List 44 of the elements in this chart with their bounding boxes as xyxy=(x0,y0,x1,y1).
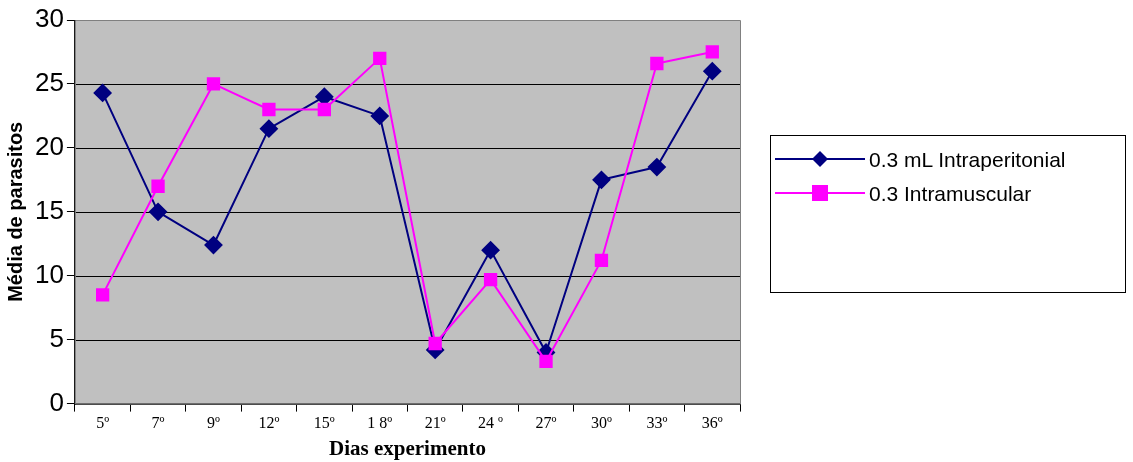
legend-label: 0.3 Intramuscular xyxy=(869,182,1032,206)
x-tick-label: 24 º xyxy=(478,414,504,432)
point xyxy=(262,102,276,117)
point xyxy=(206,77,221,91)
point xyxy=(483,272,498,287)
point xyxy=(594,253,609,268)
x-tick-label: 7º xyxy=(151,414,165,432)
x-tick-label: 36º xyxy=(701,414,723,432)
x-tick-label: 21º xyxy=(424,414,446,432)
x-tick-label: 33º xyxy=(646,414,668,432)
point xyxy=(204,236,223,255)
x-tick-label: 30º xyxy=(590,414,612,432)
x-axis-title: Dias experimento xyxy=(329,435,486,460)
point xyxy=(539,354,553,369)
point xyxy=(149,202,168,221)
x-tick-label: 12º xyxy=(258,414,280,432)
point xyxy=(592,170,611,189)
y-tick-label: 20 xyxy=(35,131,64,162)
x-tick-label: 1 8º xyxy=(367,414,393,432)
point xyxy=(151,179,165,193)
point xyxy=(703,62,722,81)
point xyxy=(95,288,110,302)
y-tick-label: 15 xyxy=(35,194,64,225)
point xyxy=(317,102,331,117)
x-tick-label: 15º xyxy=(313,414,335,432)
x-tick-label: 9º xyxy=(206,414,220,432)
y-tick-label: 5 xyxy=(49,322,64,353)
point xyxy=(370,106,389,125)
point xyxy=(705,45,719,59)
x-tick-label: 5º xyxy=(96,414,110,432)
point xyxy=(428,336,442,351)
y-axis-title: Média de parasitos xyxy=(3,121,26,302)
point xyxy=(650,56,664,71)
point xyxy=(373,51,387,66)
point xyxy=(481,241,500,260)
legend-label: 0.3 mL Intraperitonial xyxy=(869,148,1066,172)
point xyxy=(647,158,666,177)
point xyxy=(259,119,278,138)
point xyxy=(93,83,112,102)
y-tick-label: 30 xyxy=(35,3,64,34)
x-tick-label: 27º xyxy=(535,414,557,432)
y-tick-label: 0 xyxy=(49,386,64,417)
y-tick-label: 10 xyxy=(35,258,64,289)
y-tick-label: 25 xyxy=(35,67,64,98)
